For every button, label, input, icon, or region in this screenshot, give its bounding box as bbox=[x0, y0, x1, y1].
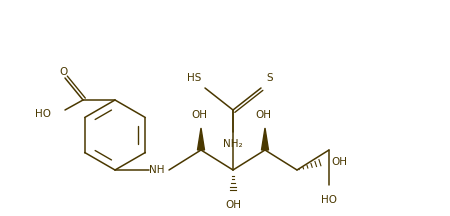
Text: NH₂: NH₂ bbox=[223, 139, 243, 149]
Text: OH: OH bbox=[225, 200, 241, 210]
Polygon shape bbox=[198, 128, 204, 150]
Text: OH: OH bbox=[331, 157, 347, 167]
Polygon shape bbox=[261, 128, 269, 150]
Text: HO: HO bbox=[321, 195, 337, 205]
Text: S: S bbox=[266, 73, 273, 83]
Text: HO: HO bbox=[35, 109, 51, 119]
Text: O: O bbox=[59, 67, 67, 77]
Text: OH: OH bbox=[255, 110, 271, 120]
Text: OH: OH bbox=[191, 110, 207, 120]
Text: HS: HS bbox=[187, 73, 201, 83]
Text: NH: NH bbox=[149, 165, 165, 175]
